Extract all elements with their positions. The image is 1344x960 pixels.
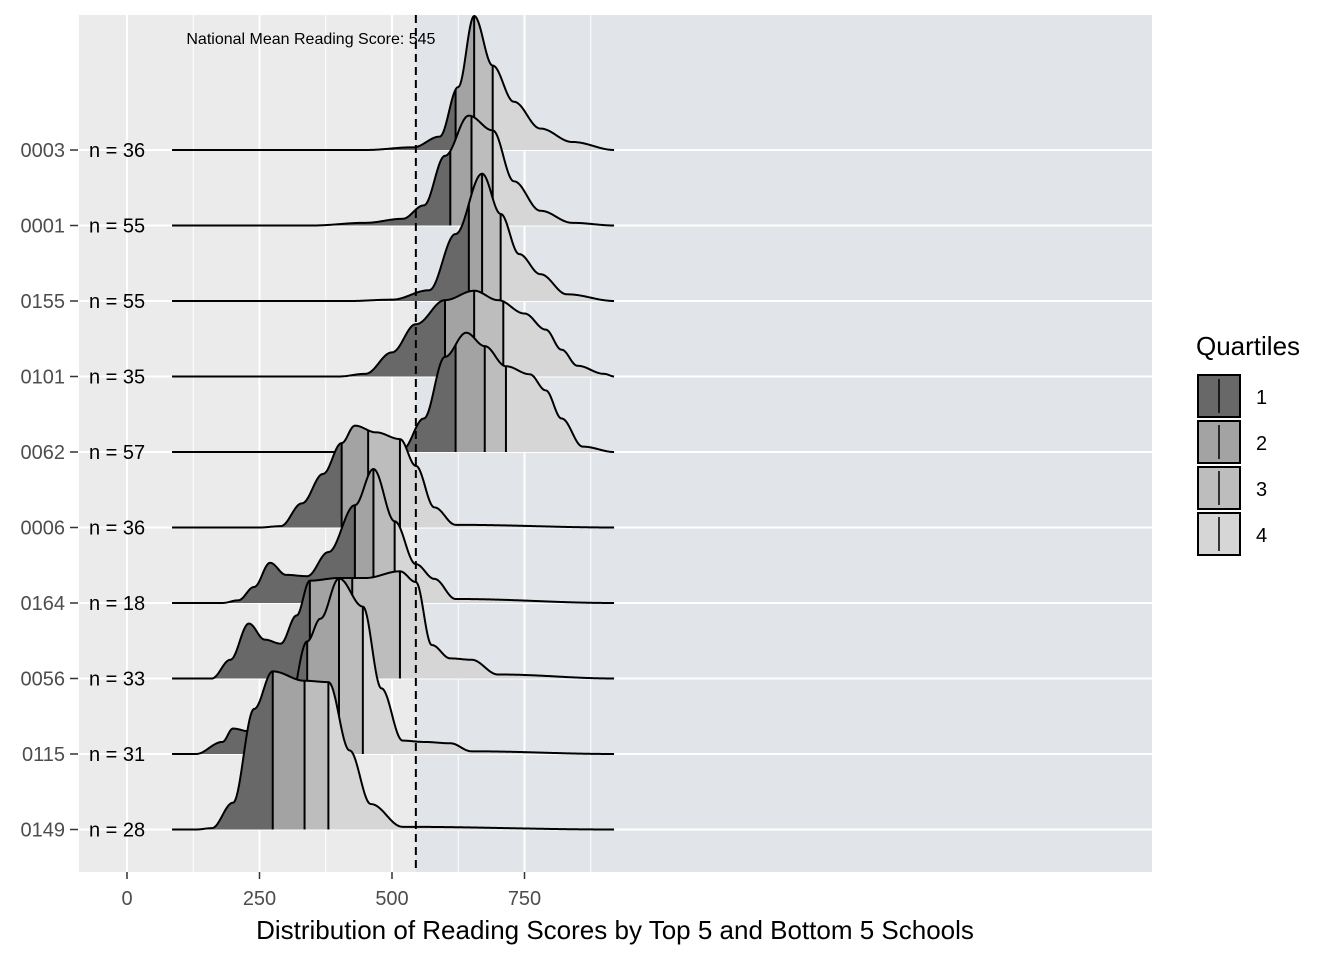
- quartile-2-area: [450, 115, 472, 226]
- quartile-3-area: [373, 469, 395, 603]
- x-axis: 0 250 500 750: [121, 872, 541, 910]
- y-tick-label: 0155: [21, 291, 66, 313]
- quartile-4-area: [399, 571, 615, 679]
- legend-label-3: 3: [1256, 479, 1267, 501]
- quartile-1-area: [172, 505, 355, 603]
- ridge-0149: [172, 670, 615, 831]
- n-label: n = 36: [89, 140, 145, 162]
- ridge-0101: [172, 289, 615, 378]
- ridges: [172, 14, 615, 831]
- x-tick-label: 250: [243, 888, 276, 910]
- y-tick-label: 0149: [21, 820, 66, 842]
- quartile-1-area: [172, 203, 469, 301]
- quartile-4-area: [362, 606, 615, 754]
- quartile-4-area: [328, 682, 615, 830]
- quartile-3-area: [304, 680, 329, 830]
- y-axis: 0003 n = 36 0001 n = 55 0155 n = 55 0101 n = 35…: [21, 140, 146, 842]
- quartile-4-area: [503, 301, 615, 377]
- n-label: n = 18: [89, 593, 145, 615]
- quartile-4-area: [492, 130, 615, 226]
- x-tick-label: 500: [375, 888, 408, 910]
- y-tick-label: 0115: [22, 744, 65, 766]
- quartile-2-area: [468, 173, 483, 301]
- density-outline: [172, 670, 615, 831]
- quartile-1-area: [172, 671, 273, 830]
- n-label: n = 33: [89, 669, 145, 691]
- quartile-2-area: [354, 469, 374, 603]
- density-outline: [172, 14, 615, 151]
- quartile-2-area: [272, 671, 305, 830]
- y-tick-label: 0006: [21, 518, 66, 540]
- n-label: n = 55: [89, 291, 145, 313]
- density-outline: [172, 467, 615, 604]
- density-outline: [172, 424, 615, 529]
- quartile-3-area: [339, 578, 363, 754]
- n-label: n = 28: [89, 820, 145, 842]
- quartile-4-area: [399, 439, 615, 528]
- quartile-1-area: [172, 344, 456, 452]
- quartile-1-area: [172, 443, 342, 528]
- legend-label-2: 2: [1256, 433, 1267, 455]
- legend-label-1: 1: [1256, 387, 1267, 409]
- quartile-2-area: [455, 332, 485, 452]
- quartile-1-area: [172, 89, 456, 150]
- y-tick-label: 0164: [21, 593, 66, 615]
- national-mean-annotation: National Mean Reading Score: 545: [186, 31, 435, 48]
- quartile-3-area: [482, 173, 501, 301]
- legend-label-4: 4: [1256, 525, 1267, 547]
- legend-title: Quartiles: [1196, 331, 1300, 361]
- quartile-1-area: [172, 580, 310, 679]
- y-tick-label: 0056: [21, 669, 66, 691]
- n-label: n = 31: [89, 744, 145, 766]
- density-outline: [172, 172, 615, 302]
- y-tick-label: 0062: [21, 442, 66, 464]
- density-outline: [172, 577, 615, 755]
- density-outline: [172, 114, 615, 227]
- y-tick-label: 0003: [21, 140, 66, 162]
- n-label: n = 57: [89, 442, 145, 464]
- density-outline: [172, 570, 615, 680]
- x-tick-label: 750: [508, 888, 541, 910]
- quartile-3-area: [474, 16, 493, 150]
- x-axis-title: Distribution of Reading Scores by Top 5 …: [256, 915, 974, 945]
- y-tick-label: 0101: [21, 367, 66, 389]
- n-label: n = 55: [89, 216, 145, 238]
- ridge-0155: [172, 172, 615, 302]
- n-label: n = 35: [89, 367, 145, 389]
- quartile-4-area: [505, 366, 615, 452]
- y-tick-label: 0001: [21, 216, 66, 238]
- quartile-4-area: [492, 65, 615, 150]
- quartile-1-area: [172, 151, 451, 226]
- n-label: n = 36: [89, 518, 145, 540]
- quartile-3-area: [484, 346, 506, 452]
- x-tick-label: 0: [121, 888, 132, 910]
- legend: Quartiles 1 2 3 4: [1196, 331, 1300, 556]
- quartile-4-area: [500, 213, 615, 301]
- density-outline: [172, 289, 615, 378]
- quartile-1-area: [172, 300, 446, 377]
